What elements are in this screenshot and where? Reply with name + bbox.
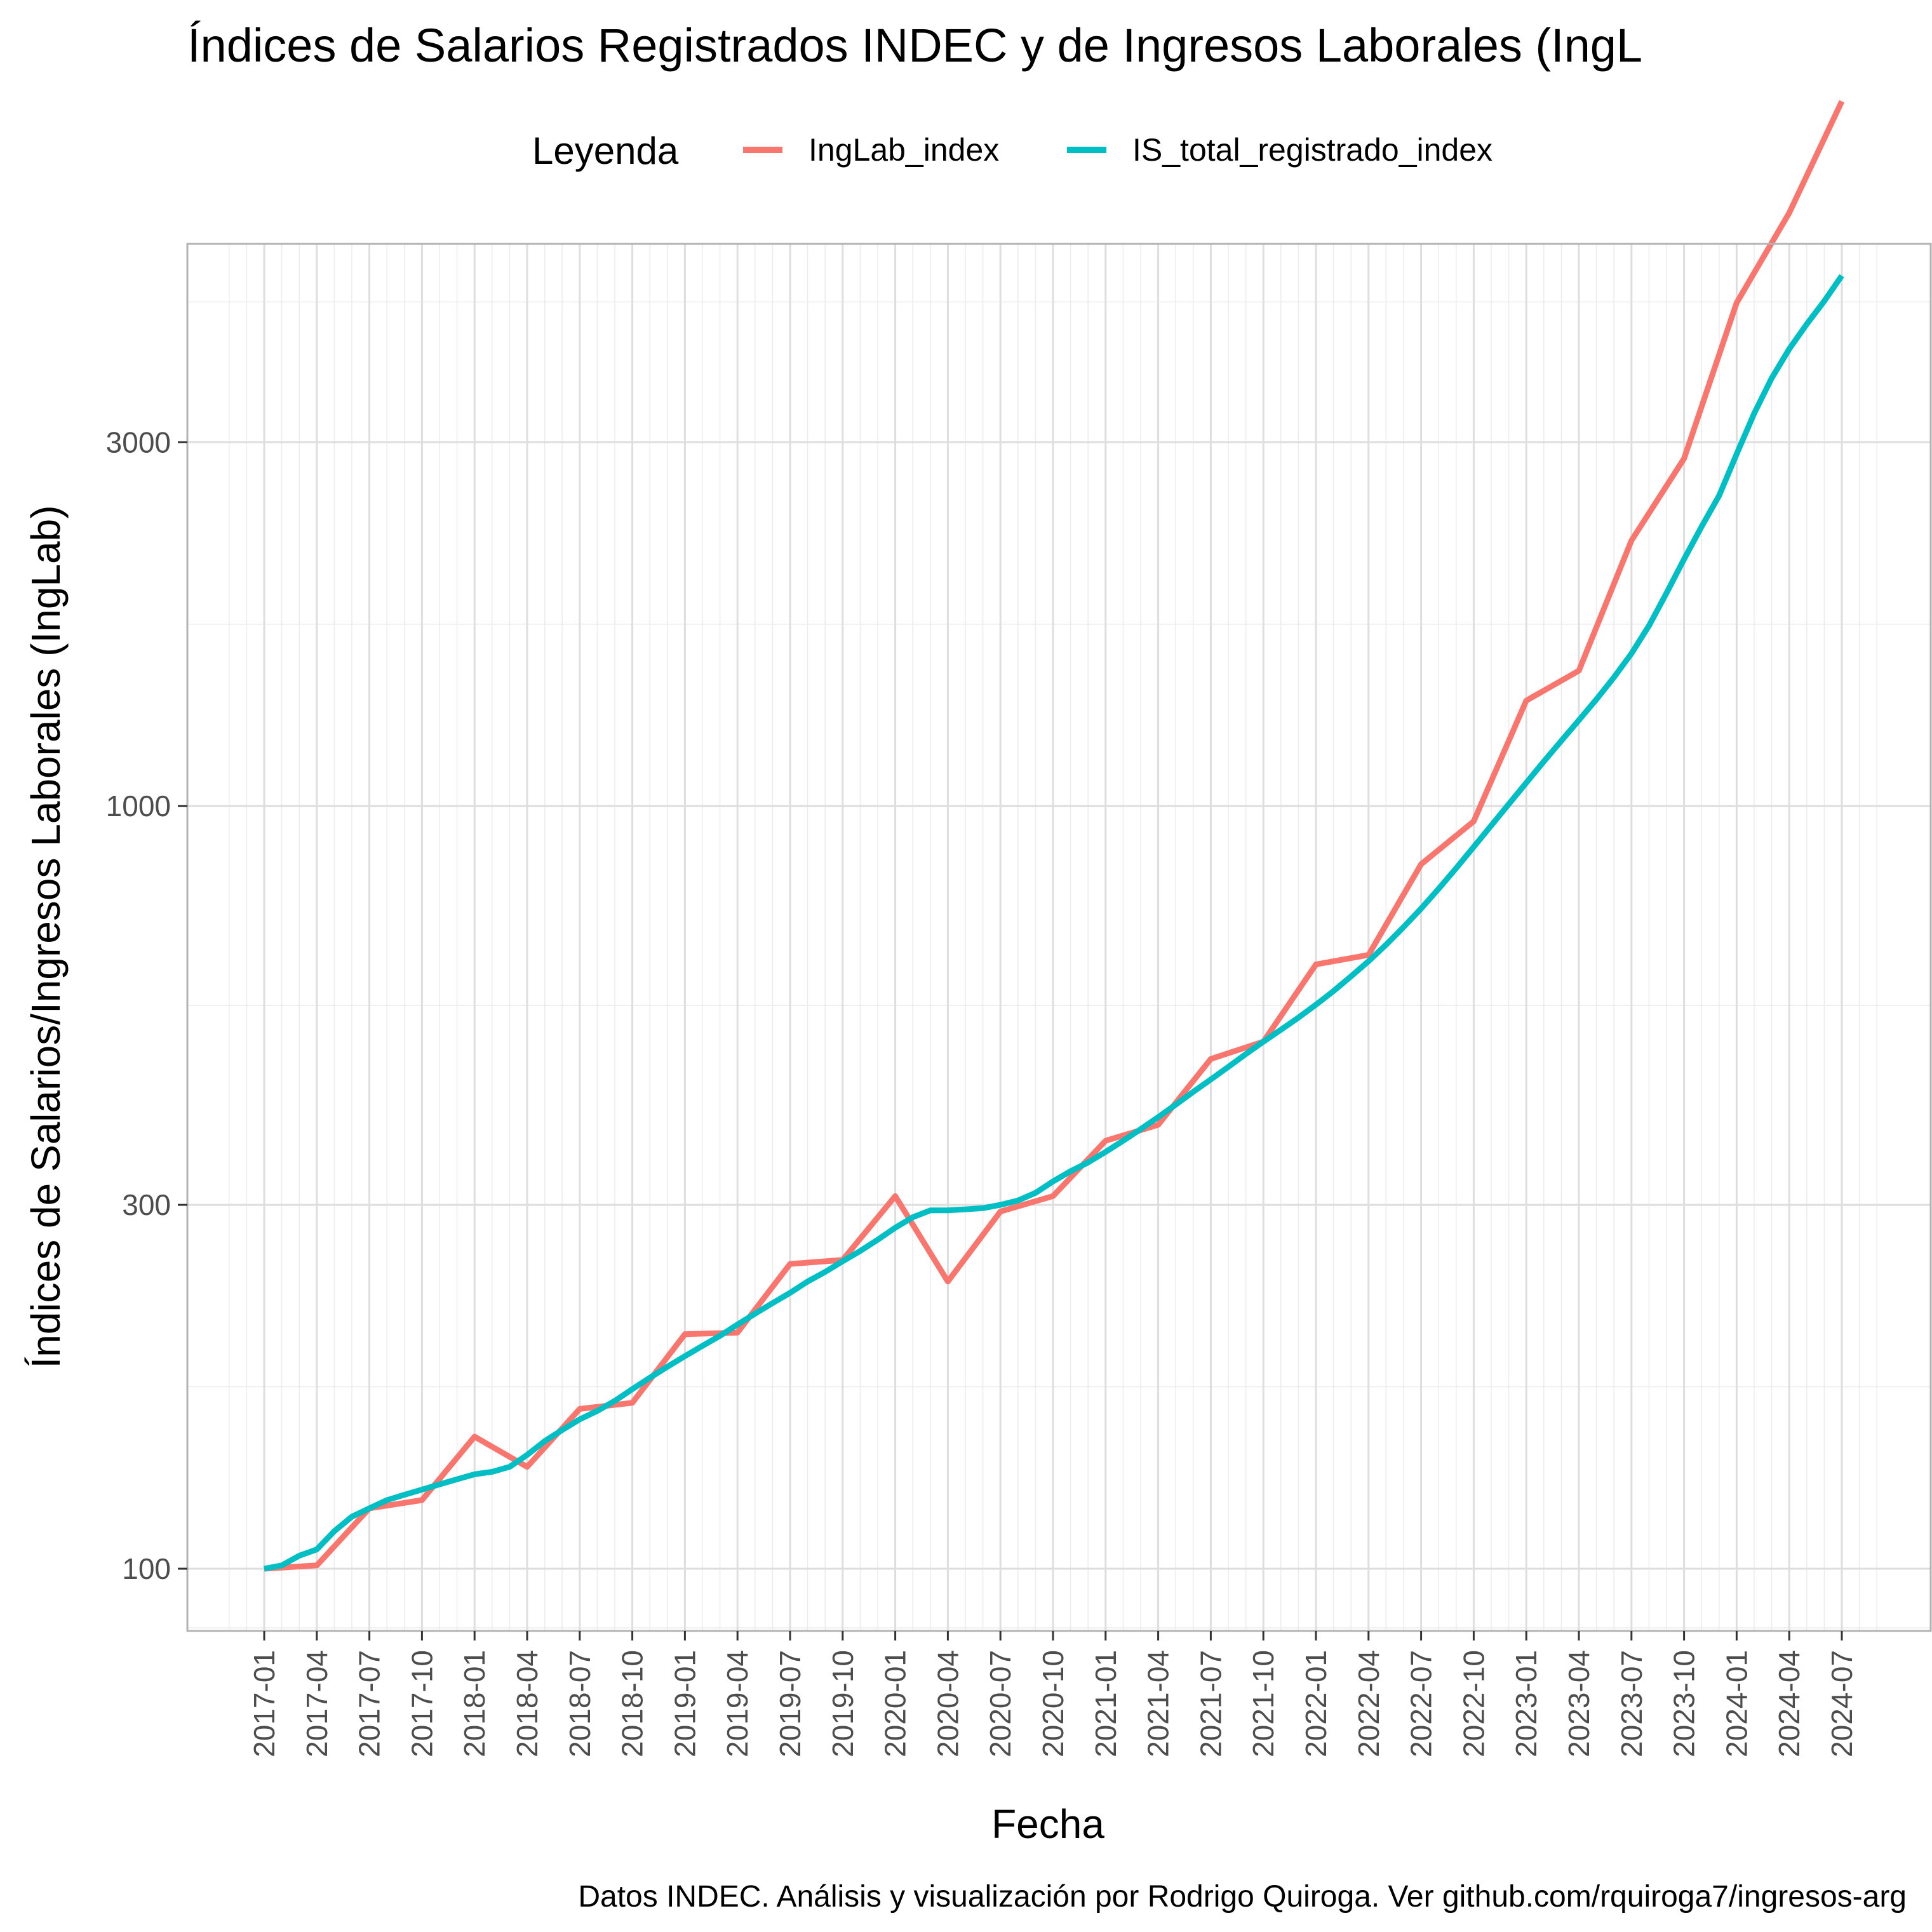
chart-title: Índices de Salarios Registrados INDEC y … — [187, 19, 1642, 72]
y-axis-title: Índices de Salarios/Ingresos Laborales (… — [23, 505, 69, 1368]
x-tick-label: 2022-10 — [1457, 1650, 1490, 1757]
legend-label-is-total: IS_total_registrado_index — [1132, 132, 1493, 168]
caption: Datos INDEC. Análisis y visualización po… — [578, 1880, 1907, 1914]
legend: Leyenda IngLab_index IS_total_registrado… — [532, 130, 1493, 172]
x-tick-label: 2024-07 — [1825, 1650, 1858, 1757]
series-lines — [264, 100, 1845, 1572]
grid-major — [187, 244, 1931, 1631]
x-tick-label: 2020-01 — [879, 1650, 912, 1757]
legend-label-inglab: IngLab_index — [808, 132, 999, 168]
x-tick-label: 2020-04 — [931, 1650, 964, 1757]
plot-border — [186, 243, 1932, 1632]
plot-panel — [187, 244, 1931, 1631]
y-tick-label: 100 — [122, 1552, 171, 1585]
x-tick-label: 2021-07 — [1194, 1650, 1227, 1757]
x-tick-label: 2018-01 — [458, 1650, 491, 1757]
grid-minor — [187, 244, 1931, 1631]
x-tick-label: 2024-04 — [1773, 1650, 1806, 1757]
x-tick-label: 2017-04 — [300, 1650, 333, 1757]
x-tick-label: 2023-01 — [1510, 1650, 1543, 1757]
x-tick-label: 2019-07 — [774, 1650, 807, 1757]
x-tick-label: 2022-01 — [1299, 1650, 1332, 1757]
x-axis: 2017-01 2017-04 2017-07 2017-10 2018-01 2018-… — [248, 1631, 1858, 1757]
series-line-is-total-registrado-index — [264, 274, 1844, 1572]
x-tick-label: 2018-10 — [616, 1650, 649, 1757]
x-tick-label: 2020-07 — [984, 1650, 1017, 1757]
y-axis: 100 300 1000 3000 — [106, 426, 187, 1585]
x-tick-label: 2017-10 — [405, 1650, 438, 1757]
series-line-inglab-index — [264, 100, 1845, 1572]
y-tick-label: 1000 — [106, 789, 171, 822]
x-axis-title: Fecha — [991, 1801, 1104, 1847]
y-tick-label: 300 — [122, 1188, 171, 1221]
x-tick-label: 2024-01 — [1720, 1650, 1753, 1757]
y-tick-label: 3000 — [106, 426, 171, 459]
x-tick-label: 2022-07 — [1405, 1650, 1438, 1757]
x-tick-label: 2019-01 — [668, 1650, 701, 1757]
x-tick-label: 2019-04 — [721, 1650, 754, 1757]
x-tick-label: 2017-07 — [353, 1650, 386, 1757]
x-tick-label: 2023-10 — [1668, 1650, 1701, 1757]
x-tick-label: 2020-10 — [1036, 1650, 1070, 1757]
x-tick-label: 2022-04 — [1352, 1650, 1385, 1757]
x-tick-label: 2021-10 — [1247, 1650, 1280, 1757]
x-tick-label: 2018-04 — [511, 1650, 544, 1757]
legend-title: Leyenda — [532, 130, 679, 172]
x-tick-label: 2021-01 — [1089, 1650, 1122, 1757]
x-tick-label: 2019-10 — [826, 1650, 859, 1757]
x-tick-label: 2023-04 — [1562, 1650, 1595, 1757]
x-tick-label: 2023-07 — [1615, 1650, 1648, 1757]
x-tick-label: 2018-07 — [563, 1650, 596, 1757]
x-tick-label: 2017-01 — [248, 1650, 281, 1757]
x-tick-label: 2021-04 — [1142, 1650, 1175, 1757]
